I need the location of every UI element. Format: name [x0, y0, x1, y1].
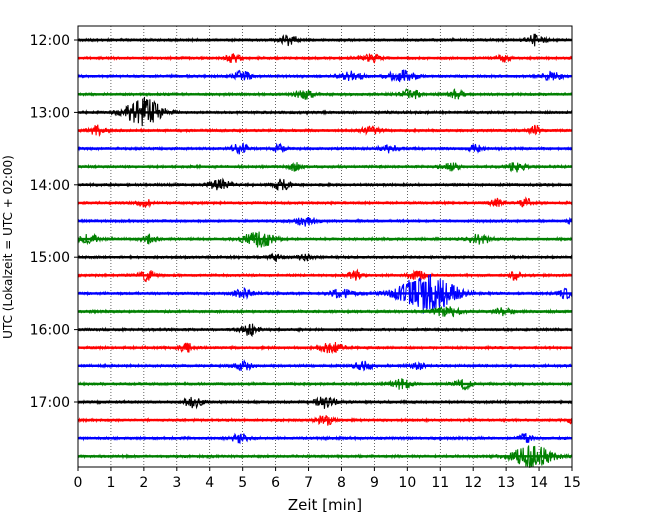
x-tick-label: 2	[139, 475, 148, 491]
y-tick-label: 12:00	[30, 33, 70, 49]
y-tick-label: 16:00	[30, 323, 70, 339]
x-tick-label: 9	[370, 475, 379, 491]
x-tick-label: 1	[106, 475, 115, 491]
x-tick-label: 3	[172, 475, 181, 491]
x-tick-label: 10	[398, 475, 416, 491]
y-tick-label: 17:00	[30, 395, 70, 411]
x-tick-label: 11	[431, 475, 449, 491]
x-tick-label: 14	[530, 475, 548, 491]
seismic-traces	[77, 33, 573, 468]
x-tick-label: 0	[74, 475, 83, 491]
x-tick-label: 5	[238, 475, 247, 491]
plot-area-frame	[77, 25, 573, 468]
x-axis-title: Zeit [min]	[288, 496, 362, 514]
x-axis-ticks: 0 1 2 3 4 5 6 7 8 9 10 11 12 13 14 15	[74, 467, 581, 491]
x-tick-label: 12	[464, 475, 482, 491]
x-tick-label: 15	[563, 475, 581, 491]
y-axis-ticks: 12:00 13:00 14:00 15:00 16:00 17:00	[30, 33, 78, 411]
y-axis-title: UTC (Lokalzeit = UTC + 02:00)	[1, 155, 15, 339]
x-tick-label: 6	[271, 475, 280, 491]
x-tick-label: 4	[205, 475, 214, 491]
x-tick-label: 13	[497, 475, 515, 491]
y-tick-label: 13:00	[30, 105, 70, 121]
x-tick-label: 8	[337, 475, 346, 491]
x-tick-label: 7	[304, 475, 313, 491]
y-tick-label: 14:00	[30, 178, 70, 194]
y-tick-label: 15:00	[30, 250, 70, 266]
